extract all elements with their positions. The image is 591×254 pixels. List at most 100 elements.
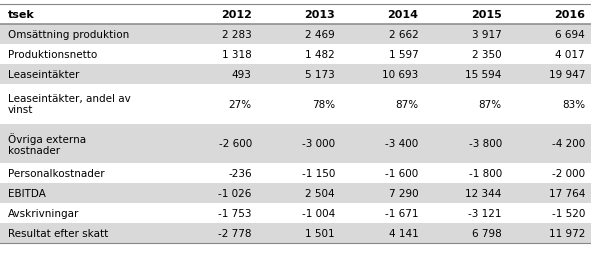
Bar [0,45,174,65]
Text: -2 000: -2 000 [552,169,585,179]
Text: 6 694: 6 694 [556,30,585,40]
Text: 2 350: 2 350 [472,50,502,60]
Text: -1 026: -1 026 [219,188,252,198]
Bar [508,203,591,223]
Text: 87%: 87% [479,99,502,109]
Text: 1 597: 1 597 [389,50,418,60]
Text: -1 004: -1 004 [302,208,335,218]
Bar [258,84,341,124]
Text: -1 520: -1 520 [552,208,585,218]
Bar [174,25,258,45]
Bar [0,203,174,223]
Text: Personalkostnader: Personalkostnader [8,169,104,179]
Bar [508,164,591,183]
Text: 12 344: 12 344 [465,188,502,198]
Bar [341,5,424,25]
Bar [508,65,591,84]
Text: 2 504: 2 504 [306,188,335,198]
Text: 2 469: 2 469 [306,30,335,40]
Bar [174,164,258,183]
Text: tsek: tsek [8,10,34,20]
Text: 1 482: 1 482 [306,50,335,60]
Text: -1 600: -1 600 [385,169,418,179]
Text: -1 800: -1 800 [469,169,502,179]
Text: 87%: 87% [395,99,418,109]
Bar [508,124,591,164]
Bar [508,183,591,203]
Text: 2 283: 2 283 [222,30,252,40]
Text: 2 662: 2 662 [389,30,418,40]
Bar [341,183,424,203]
Bar [258,164,341,183]
Text: -1 150: -1 150 [302,169,335,179]
Bar [258,5,341,25]
Text: -3 400: -3 400 [385,139,418,149]
Text: -4 200: -4 200 [552,139,585,149]
Bar [341,223,424,243]
Bar [0,183,174,203]
Bar [341,45,424,65]
Bar [424,84,508,124]
Bar [174,203,258,223]
Text: 5 173: 5 173 [306,70,335,80]
Text: Avskrivningar: Avskrivningar [8,208,79,218]
Bar [508,84,591,124]
Bar [258,25,341,45]
Text: 7 290: 7 290 [389,188,418,198]
Bar [0,223,174,243]
Text: 27%: 27% [229,99,252,109]
Text: Produktionsnetto: Produktionsnetto [8,50,97,60]
Bar [258,65,341,84]
Text: 83%: 83% [562,99,585,109]
Text: -2 600: -2 600 [219,139,252,149]
Bar [0,124,174,164]
Bar [341,84,424,124]
Text: 2013: 2013 [304,10,335,20]
Text: 1 501: 1 501 [306,228,335,238]
Bar [174,223,258,243]
Bar [424,124,508,164]
Text: -3 121: -3 121 [468,208,502,218]
Text: -2 778: -2 778 [218,228,252,238]
Text: -1 753: -1 753 [218,208,252,218]
Bar [0,25,174,45]
Bar [341,25,424,45]
Bar [508,25,591,45]
Bar [0,164,174,183]
Text: 4 017: 4 017 [556,50,585,60]
Text: 17 764: 17 764 [548,188,585,198]
Text: -1 671: -1 671 [385,208,418,218]
Bar [424,203,508,223]
Text: Övriga externa
kostnader: Övriga externa kostnader [8,132,86,155]
Bar [424,223,508,243]
Bar [341,124,424,164]
Text: 2014: 2014 [388,10,418,20]
Bar [258,124,341,164]
Bar [174,124,258,164]
Text: -3 800: -3 800 [469,139,502,149]
Bar [0,5,174,25]
Text: 1 318: 1 318 [222,50,252,60]
Bar [0,84,174,124]
Bar [174,84,258,124]
Bar [0,65,174,84]
Text: 11 972: 11 972 [548,228,585,238]
Bar [424,65,508,84]
Bar [341,203,424,223]
Text: EBITDA: EBITDA [8,188,46,198]
Bar [508,45,591,65]
Text: 2012: 2012 [221,10,252,20]
Text: -236: -236 [228,169,252,179]
Text: 4 141: 4 141 [389,228,418,238]
Bar [258,45,341,65]
Bar [424,25,508,45]
Bar [174,5,258,25]
Bar [174,45,258,65]
Bar [424,45,508,65]
Text: Leaseintäkter: Leaseintäkter [8,70,79,80]
Bar [258,203,341,223]
Bar [508,223,591,243]
Bar [341,65,424,84]
Text: Resultat efter skatt: Resultat efter skatt [8,228,108,238]
Text: 10 693: 10 693 [382,70,418,80]
